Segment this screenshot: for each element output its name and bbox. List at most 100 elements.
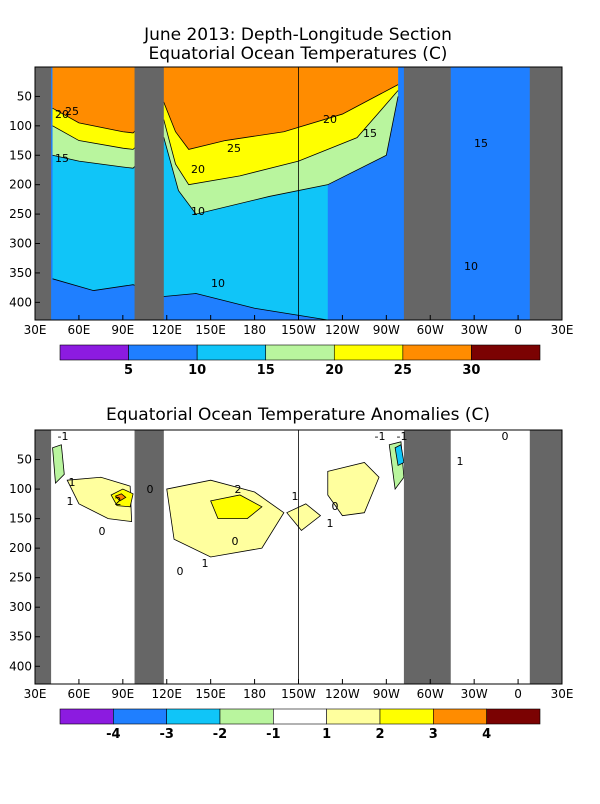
contour-label: -1 <box>375 430 386 443</box>
colorbar-swatch <box>433 708 487 725</box>
colorbar-swatch <box>113 708 167 725</box>
y-tick-label: 50 <box>17 453 32 467</box>
contour-label: 20 <box>55 108 69 121</box>
colorbar-tick-label: -2 <box>213 727 227 742</box>
land-mask-2 <box>403 67 451 320</box>
colorbar-swatch <box>128 344 198 361</box>
y-tick-label: 400 <box>9 295 32 309</box>
x-tick-label: 30W <box>461 323 488 337</box>
colorbar-tick-label: 1 <box>322 727 331 742</box>
y-tick-label: 150 <box>9 148 32 162</box>
x-tick-label: 90W <box>373 323 400 337</box>
x-tick-label: 60W <box>417 687 444 701</box>
anomaly-region-6 <box>327 462 380 517</box>
contour-label: 25 <box>65 105 79 118</box>
land-mask-2 <box>403 430 451 684</box>
colorbar-swatch <box>471 344 541 361</box>
chart-title-bottom: Equatorial Ocean Temperature Anomalies (… <box>106 405 490 425</box>
y-tick-label: 200 <box>9 178 32 192</box>
contour-label: 1 <box>67 495 74 508</box>
anomaly-region-9 <box>52 444 65 485</box>
x-tick-label: 0 <box>514 323 522 337</box>
land-mask-3 <box>529 430 562 684</box>
contour-label: 20 <box>191 163 205 176</box>
colorbar-tick-label: -3 <box>159 727 173 742</box>
land-mask-3 <box>529 67 562 320</box>
x-tick-label: 150W <box>281 687 316 701</box>
colorbar-tick-label: 25 <box>394 363 412 378</box>
x-tick-label: 120E <box>152 323 183 337</box>
contour-label: -1 <box>58 430 69 443</box>
contour-label: 15 <box>55 152 69 165</box>
x-tick-label: 90E <box>111 687 134 701</box>
x-tick-label: 120W <box>325 687 360 701</box>
contour-label: 25 <box>227 142 241 155</box>
colorbar-tick-label: 2 <box>375 727 384 742</box>
isotherm-line-20 <box>52 90 399 186</box>
x-tick-label: 180 <box>243 687 266 701</box>
temperature-panel: 30E 60E 90E 120E 150E 180 150W 120W 90W 60W 30W 0 30… <box>9 66 574 378</box>
y-tick-label: 250 <box>9 207 32 221</box>
contour-label: 15 <box>474 137 488 150</box>
isotherm-line-25 <box>52 84 399 150</box>
x-tick-label: 30E <box>551 687 574 701</box>
y-tick-label: 100 <box>9 119 32 133</box>
chart-title-line2: Equatorial Ocean Temperatures (C) <box>149 44 448 64</box>
x-tick-label: 90E <box>111 323 134 337</box>
colorbar-tick-label: 5 <box>124 363 133 378</box>
y-tick-label: 350 <box>9 630 32 644</box>
colorbar-tick-label: 3 <box>429 727 438 742</box>
colorbar-swatch <box>166 708 221 725</box>
x-tick-label: 60E <box>67 687 90 701</box>
colorbar-swatch <box>379 708 434 725</box>
contour-label: 0 <box>147 483 154 496</box>
y-tick-label: 200 <box>9 541 32 555</box>
y-tick-label: 300 <box>9 237 32 251</box>
colorbar-swatch <box>273 708 327 725</box>
contour-label: 0 <box>232 535 239 548</box>
contour-label: 0 <box>332 500 339 513</box>
contour-label: 1 <box>202 557 209 570</box>
y-tick-label: 300 <box>9 600 32 614</box>
y-tick-label: 50 <box>17 89 32 103</box>
contour-label: 1 <box>69 476 76 489</box>
y-tick-label: 150 <box>9 512 32 526</box>
x-tick-label: 30E <box>551 323 574 337</box>
colorbar-tick-label: 10 <box>188 363 206 378</box>
colorbar-swatch <box>333 344 404 361</box>
contour-label: 0 <box>99 525 106 538</box>
colorbar-swatch <box>326 708 381 725</box>
anomaly-region-0 <box>66 476 133 523</box>
land-mask-0 <box>35 430 52 684</box>
colorbar-tick-label: -1 <box>266 727 280 742</box>
contour-label: 0 <box>177 565 184 578</box>
x-tick-label: 30E <box>24 687 47 701</box>
x-tick-label: 60W <box>417 323 444 337</box>
y-tick-label: 250 <box>9 571 32 585</box>
anomaly-panel: 30E 60E 90E 120E 150E 180 150W 120W 90W 60W 30W 0 30… <box>9 429 574 742</box>
colorbar-tick-label: 4 <box>482 727 491 742</box>
contour-label: -1 <box>397 430 408 443</box>
x-tick-label: 0 <box>514 687 522 701</box>
anomaly-region-2 <box>114 493 127 502</box>
anomaly-region-4 <box>210 494 263 520</box>
colorbar-swatch <box>59 708 114 725</box>
x-tick-label: 150E <box>195 687 226 701</box>
contour-label: 2 <box>115 495 122 508</box>
colorbar-swatch <box>196 344 267 361</box>
x-tick-label: 150W <box>281 323 316 337</box>
x-tick-label: 150E <box>195 323 226 337</box>
x-tick-label: 60E <box>67 323 90 337</box>
colorbar-swatch <box>402 344 472 361</box>
land-mask-1 <box>134 67 164 320</box>
colorbar-swatch <box>265 344 335 361</box>
contour-label: 1 <box>292 490 299 503</box>
x-tick-label: 180 <box>243 323 266 337</box>
x-tick-label: 30E <box>24 323 47 337</box>
colorbar-tick-label: 15 <box>257 363 275 378</box>
contour-label: 2 <box>235 483 242 496</box>
isotherm-line-15 <box>52 96 399 215</box>
y-tick-label: 350 <box>9 266 32 280</box>
colorbar-swatch <box>59 344 129 361</box>
contour-label: 15 <box>363 127 377 140</box>
